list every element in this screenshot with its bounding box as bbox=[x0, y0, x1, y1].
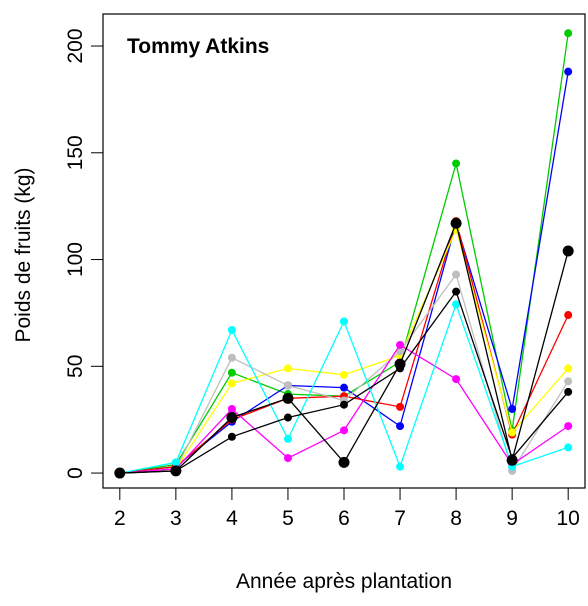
chart-title: Tommy Atkins bbox=[127, 35, 269, 58]
data-point bbox=[564, 443, 573, 452]
data-point bbox=[452, 270, 461, 279]
data-point bbox=[226, 412, 238, 424]
data-point bbox=[452, 159, 461, 168]
y-tick-label: 50 bbox=[64, 355, 87, 378]
data-point bbox=[340, 317, 348, 326]
data-point bbox=[562, 245, 574, 257]
data-point bbox=[227, 368, 236, 377]
data-point bbox=[564, 29, 573, 38]
data-point bbox=[450, 217, 462, 229]
data-point bbox=[508, 405, 517, 413]
y-tick-label: 150 bbox=[64, 135, 87, 170]
data-point bbox=[283, 434, 292, 443]
x-tick-label: 9 bbox=[506, 507, 518, 530]
data-point bbox=[396, 422, 405, 431]
data-point bbox=[564, 377, 573, 386]
data-point bbox=[396, 364, 405, 373]
x-axis: 2 3 4 5 6 7 8 9 10 bbox=[114, 487, 580, 530]
data-point bbox=[338, 456, 350, 468]
y-tick-label: 200 bbox=[64, 29, 87, 64]
x-axis-title: Année après plantation bbox=[236, 570, 452, 593]
y-tick-label: 100 bbox=[64, 242, 87, 277]
data-point bbox=[283, 364, 292, 373]
data-point bbox=[564, 387, 573, 396]
data-point bbox=[340, 383, 348, 392]
data-point bbox=[227, 353, 236, 362]
y-axis: 0 50 100 150 200 bbox=[64, 29, 104, 479]
series-layer bbox=[114, 29, 574, 479]
data-point bbox=[115, 469, 124, 478]
plot-frame bbox=[102, 13, 586, 489]
data-point bbox=[171, 458, 180, 467]
data-point bbox=[564, 422, 573, 431]
data-point bbox=[508, 428, 517, 437]
data-point bbox=[283, 454, 292, 463]
x-tick-label: 7 bbox=[394, 507, 406, 530]
data-point bbox=[564, 67, 573, 76]
series-9 bbox=[115, 287, 573, 478]
data-point bbox=[227, 432, 236, 441]
data-point bbox=[396, 402, 405, 411]
data-point bbox=[282, 392, 294, 404]
data-point bbox=[227, 326, 236, 334]
x-tick-label: 3 bbox=[170, 507, 182, 530]
series-3 bbox=[115, 217, 573, 478]
data-point bbox=[564, 364, 573, 373]
x-tick-label: 8 bbox=[450, 507, 462, 530]
data-point bbox=[396, 462, 405, 471]
data-point bbox=[340, 400, 348, 409]
series-1 bbox=[115, 29, 573, 478]
data-point bbox=[283, 381, 292, 390]
series-8 bbox=[114, 217, 574, 479]
y-tick-label: 0 bbox=[64, 467, 87, 479]
x-tick-label: 2 bbox=[114, 507, 126, 530]
data-point bbox=[227, 379, 236, 388]
data-point bbox=[452, 375, 461, 384]
y-axis-title: Poids de fruits (kg) bbox=[12, 167, 35, 342]
x-tick-label: 5 bbox=[282, 507, 294, 530]
data-point bbox=[340, 370, 348, 379]
data-point bbox=[340, 426, 348, 435]
x-tick-label: 6 bbox=[338, 507, 350, 530]
data-point bbox=[396, 340, 405, 349]
data-point bbox=[452, 300, 461, 309]
data-point bbox=[171, 466, 180, 475]
data-point bbox=[283, 413, 292, 422]
series-line bbox=[119, 344, 569, 474]
series-2 bbox=[115, 67, 573, 478]
data-point bbox=[452, 287, 461, 296]
data-point bbox=[564, 311, 573, 320]
x-tick-label: 10 bbox=[557, 507, 580, 530]
data-point bbox=[508, 454, 517, 463]
data-point bbox=[396, 347, 405, 356]
data-point bbox=[227, 405, 236, 413]
x-tick-label: 4 bbox=[226, 507, 238, 530]
